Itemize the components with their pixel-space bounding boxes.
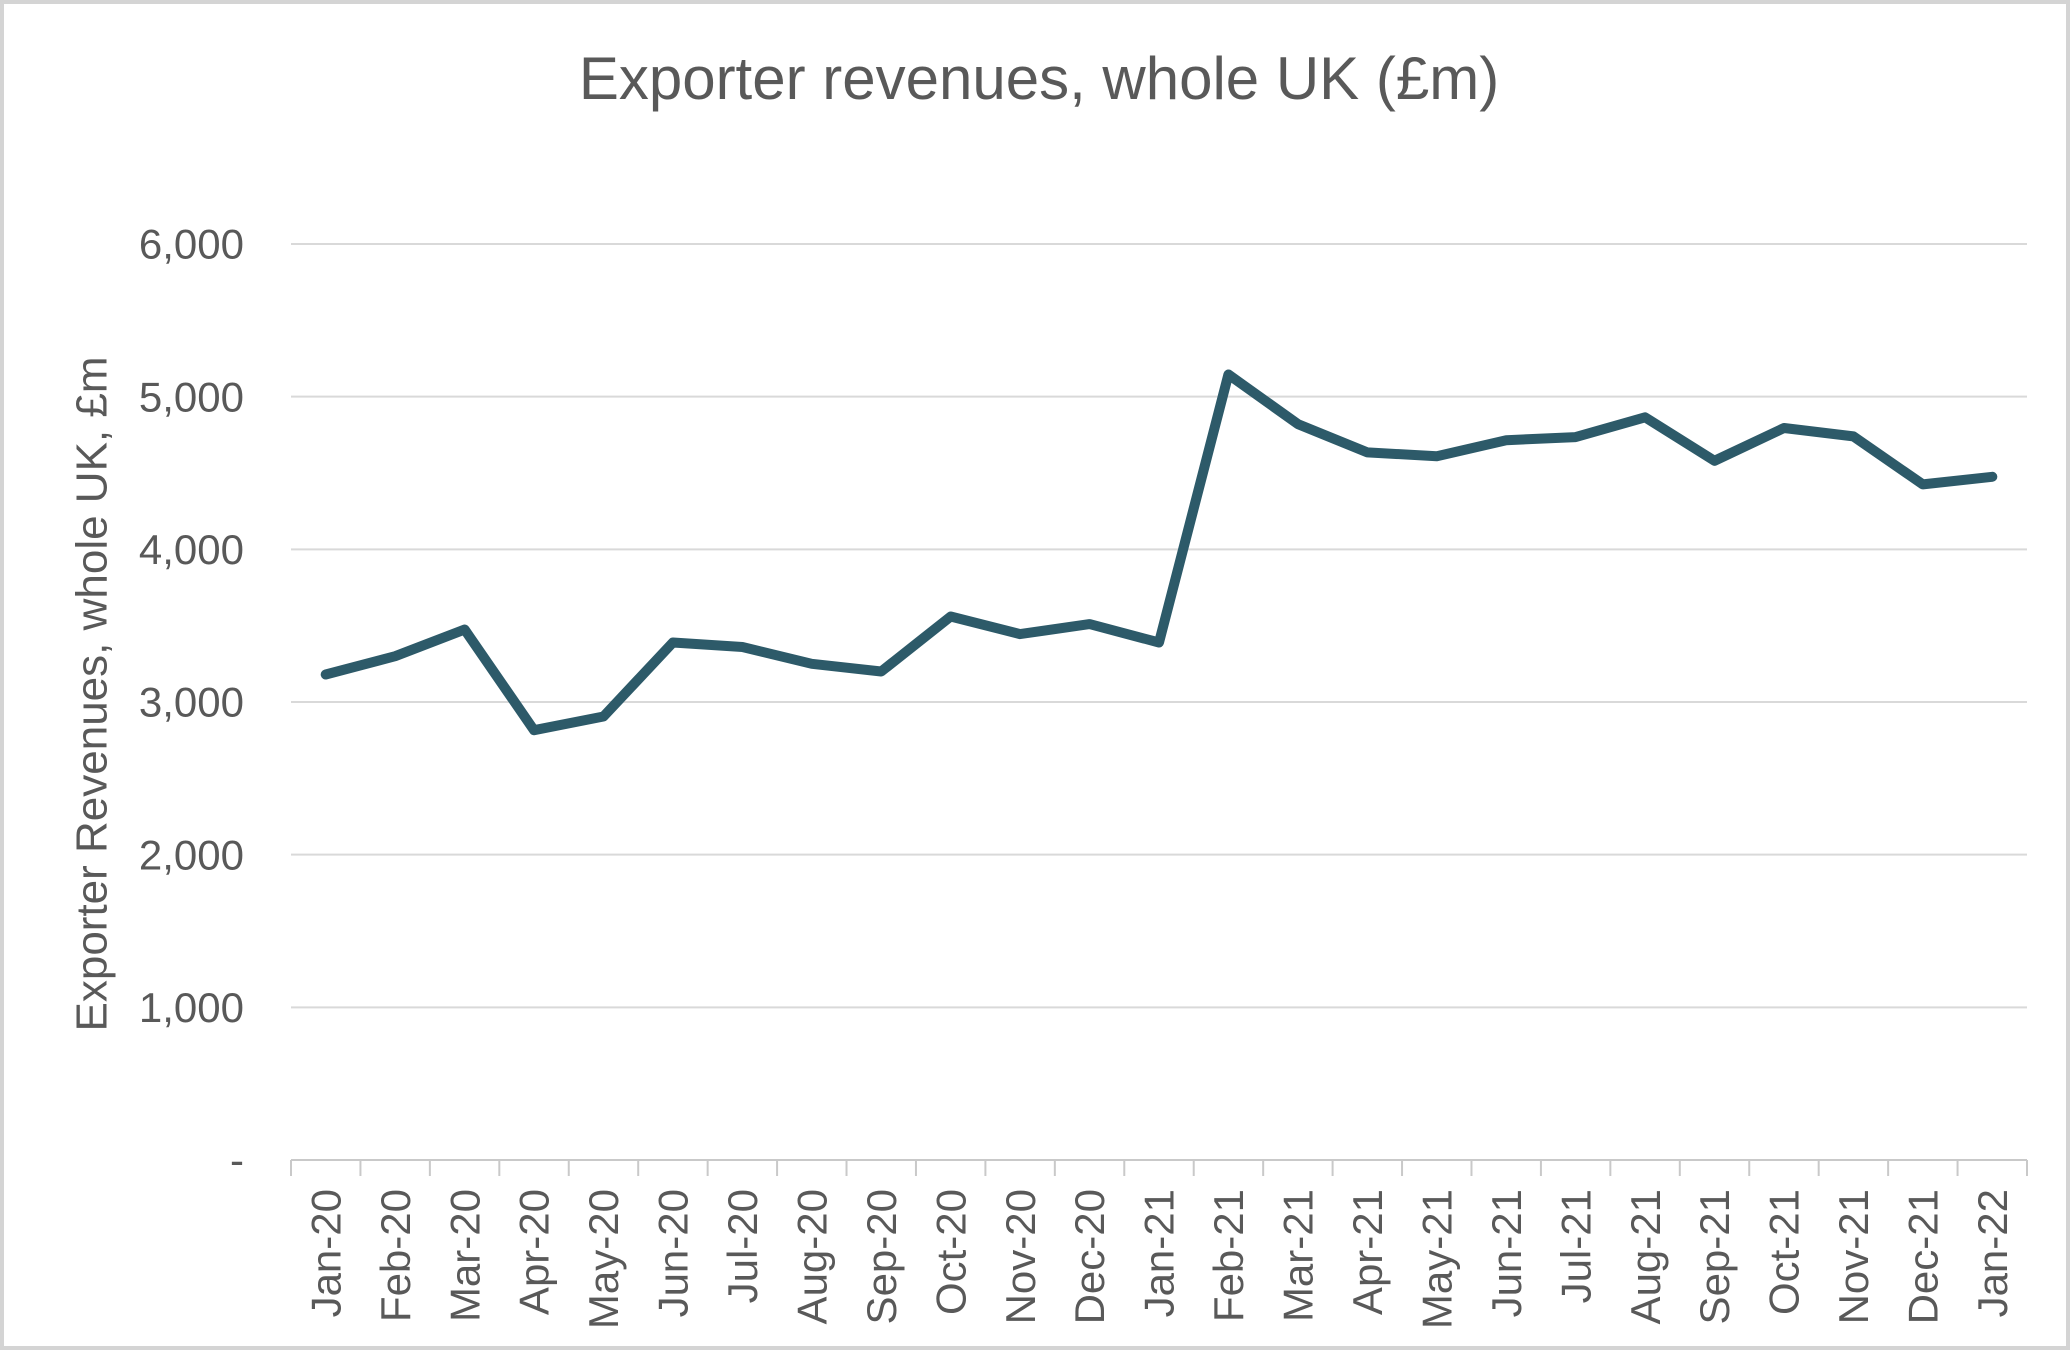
y-tick-label-5000: 5,000 — [139, 373, 244, 420]
line-chart: - 1,000 2,000 3,000 4,000 5,000 6,000 Jan-20 Fe… — [67, 45, 2028, 1329]
x-tick-label-mar-20: Mar-20 — [441, 1189, 488, 1322]
series-line-exporter-revenues — [320, 369, 1998, 736]
x-tick-label-jan-22: Jan-22 — [1969, 1189, 2016, 1317]
y-axis-title: Exporter Revenues, whole UK, £m — [67, 357, 116, 1032]
x-tick-label-feb-20: Feb-20 — [372, 1189, 419, 1322]
x-tick-label-sep-20: Sep-20 — [858, 1189, 905, 1324]
x-tick-label-mar-21: Mar-21 — [1275, 1189, 1322, 1322]
x-axis — [290, 1159, 2028, 1176]
x-tick-label-oct-21: Oct-21 — [1761, 1189, 1808, 1315]
y-tick-label-1000: 1,000 — [139, 984, 244, 1031]
x-tick-label-nov-21: Nov-21 — [1830, 1189, 1877, 1324]
y-tick-label-0: - — [230, 1137, 244, 1184]
x-tick-label-oct-20: Oct-20 — [927, 1189, 974, 1315]
y-tick-label-3000: 3,000 — [139, 679, 244, 726]
x-tick-label-nov-20: Nov-20 — [997, 1189, 1044, 1324]
x-axis-tick-labels: Jan-20 Feb-20 Mar-20 Apr-20 May-20 Jun-20 Jul-… — [302, 1189, 2016, 1329]
x-tick-label-aug-20: Aug-20 — [788, 1189, 835, 1324]
x-tick-label-dec-21: Dec-21 — [1900, 1189, 1947, 1324]
x-tick-label-jul-21: Jul-21 — [1552, 1189, 1599, 1303]
x-tick-label-may-20: May-20 — [580, 1189, 627, 1329]
x-tick-label-sep-21: Sep-21 — [1691, 1189, 1738, 1324]
x-tick-label-jun-21: Jun-21 — [1483, 1189, 1530, 1317]
x-tick-label-apr-21: Apr-21 — [1344, 1189, 1391, 1315]
y-axis-tick-labels: - 1,000 2,000 3,000 4,000 5,000 6,000 — [139, 221, 244, 1184]
x-tick-label-jan-20: Jan-20 — [302, 1189, 349, 1317]
x-tick-label-may-21: May-21 — [1413, 1189, 1460, 1329]
x-tick-label-jan-21: Jan-21 — [1136, 1189, 1183, 1317]
chart-title: Exporter revenues, whole UK (£m) — [579, 45, 1499, 112]
gridlines — [291, 243, 2027, 1009]
y-tick-label-6000: 6,000 — [139, 221, 244, 268]
x-tick-label-feb-21: Feb-21 — [1205, 1189, 1252, 1322]
x-tick-label-jul-20: Jul-20 — [719, 1189, 766, 1303]
y-tick-label-2000: 2,000 — [139, 831, 244, 878]
y-tick-label-4000: 4,000 — [139, 526, 244, 573]
x-tick-label-aug-21: Aug-21 — [1622, 1189, 1669, 1324]
x-tick-label-apr-20: Apr-20 — [511, 1189, 558, 1315]
x-tick-label-dec-20: Dec-20 — [1066, 1189, 1113, 1324]
x-tick-label-jun-20: Jun-20 — [650, 1189, 697, 1317]
